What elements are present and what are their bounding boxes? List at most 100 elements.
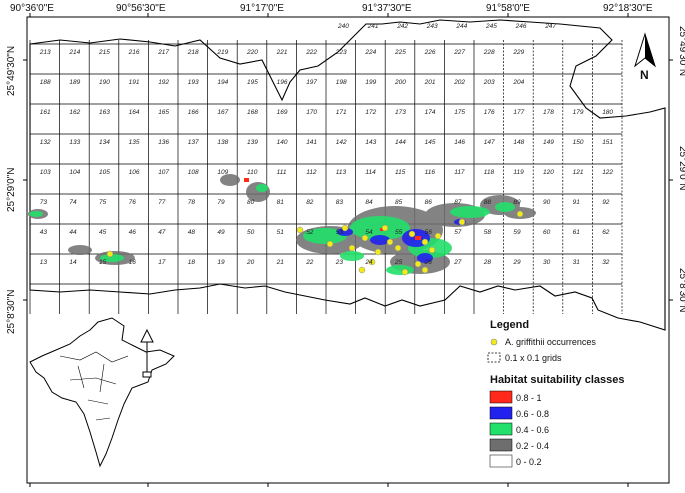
grid-cell-number: 214 — [68, 49, 80, 56]
grid-cell-number: 242 — [396, 23, 408, 30]
occurrence-point — [361, 234, 369, 242]
right-tick-label: 25°29'0"N — [677, 146, 685, 191]
grid-cell-number: 197 — [306, 79, 317, 86]
grid-cell-number: 141 — [306, 139, 317, 146]
grid-cell-number: 178 — [543, 109, 554, 116]
grid-cell-number: 122 — [602, 169, 613, 176]
grid-cell-number: 121 — [573, 169, 584, 176]
grid-cell-number: 189 — [69, 79, 80, 86]
top-tick-label: 92°18'30"E — [603, 3, 653, 14]
grid-cell-number: 79 — [217, 199, 225, 206]
legend: Legend A. griffithii occurrences 0.1 x 0… — [487, 319, 625, 468]
occurrence-point — [386, 238, 394, 246]
grid-cell-number: 244 — [455, 23, 467, 30]
occurrence-point — [421, 238, 429, 246]
right-tick-label: 25°8'30"N — [677, 268, 685, 313]
occurrence-points — [106, 210, 524, 276]
grid-cell-number: 226 — [424, 49, 436, 56]
grid-cell-number: 224 — [364, 49, 376, 56]
occurrence-point — [458, 218, 466, 226]
grid-cell-number: 117 — [454, 169, 465, 176]
legend-grid-label: 0.1 x 0.1 grids — [505, 353, 562, 363]
grid-cell-number: 86 — [425, 199, 433, 206]
suitability-patches — [28, 174, 536, 275]
grid-cell-number: 18 — [188, 259, 196, 266]
grid-cell-number: 47 — [158, 229, 166, 236]
grid-cell-number: 58 — [484, 229, 492, 236]
grid-cell-number: 53 — [336, 229, 344, 236]
grid-cell-number: 190 — [99, 79, 110, 86]
grid-cell-number: 14 — [69, 259, 77, 266]
grid-cell-number: 195 — [247, 79, 258, 86]
grid-cell-number: 179 — [573, 109, 584, 116]
grid-cell-numbers: 213 214 215 216 217 218 219 220 221 222 223 224 225 2… — [39, 23, 614, 266]
grid-cell-number: 77 — [158, 199, 166, 206]
grid-cell-number: 227 — [453, 49, 465, 56]
grid-cell-number: 49 — [217, 229, 225, 236]
grid-cell-number: 109 — [217, 169, 228, 176]
grid-cell-number: 132 — [40, 139, 51, 146]
grid-cell-number: 108 — [188, 169, 199, 176]
occurrence-point — [341, 224, 349, 232]
top-tick-label: 91°58'0"E — [486, 3, 530, 14]
grid-cell-number: 146 — [454, 139, 465, 146]
legend-class-swatch — [489, 390, 513, 404]
grid-cell-number: 73 — [40, 199, 48, 206]
occurrence-point — [374, 248, 382, 256]
grid-cell-number: 80 — [247, 199, 255, 206]
grid-cell-number: 223 — [335, 49, 347, 56]
grid-cell-number: 202 — [453, 79, 465, 86]
grid-cell-number: 26 — [424, 259, 433, 266]
top-tick-label: 91°37'30"E — [362, 3, 412, 14]
grid-cell-number: 25 — [394, 259, 403, 266]
legend-class-label: 0.2 - 0.4 — [516, 441, 549, 451]
grid-cell-number: 134 — [99, 139, 110, 146]
frame-ticks — [23, 13, 673, 487]
grid-cell-number: 164 — [129, 109, 140, 116]
grid-cell-number: 31 — [573, 259, 581, 266]
grid-cell-number: 55 — [395, 229, 403, 236]
top-tick-label: 90°56'30"E — [116, 3, 166, 14]
grid-cell-number: 139 — [247, 139, 258, 146]
occurrence-point — [358, 266, 366, 274]
grid-cell-number: 136 — [158, 139, 169, 146]
grid-cell-number: 19 — [217, 259, 225, 266]
legend-class-label: 0.6 - 0.8 — [516, 409, 549, 419]
grid-cell-number: 133 — [69, 139, 80, 146]
grid-cell-number: 111 — [277, 169, 287, 176]
grid-cell-number: 140 — [277, 139, 288, 146]
grid-cell-number: 172 — [365, 109, 376, 116]
grid-cell-number: 218 — [187, 49, 199, 56]
grid-cell-number: 75 — [99, 199, 107, 206]
grid-cell-number: 166 — [188, 109, 199, 116]
grid-cell-number: 246 — [515, 23, 527, 30]
occurrence-marker-icon — [490, 338, 498, 346]
grid-cell-number: 170 — [306, 109, 317, 116]
grid-cell-number: 247 — [544, 23, 556, 30]
grid-cell-number: 200 — [394, 79, 406, 86]
grid-cell-number: 174 — [425, 109, 436, 116]
grid-cell-number: 167 — [217, 109, 228, 116]
legend-class-label: 0.4 - 0.6 — [516, 425, 549, 435]
grid-cell-number: 30 — [543, 259, 551, 266]
grid-cell-number: 107 — [158, 169, 169, 176]
grid-cell-number: 171 — [336, 109, 347, 116]
grid-cell-number: 165 — [158, 109, 169, 116]
legend-class-swatch — [489, 406, 513, 420]
legend-title: Legend — [490, 319, 529, 331]
north-label: N — [640, 68, 649, 82]
grid-cell-number: 168 — [247, 109, 258, 116]
grid-cell-number: 56 — [425, 229, 433, 236]
grid-cell-number: 213 — [39, 49, 51, 56]
grid-cell-number: 203 — [483, 79, 495, 86]
grid-cell-number: 169 — [277, 109, 288, 116]
top-tick-label: 91°17'0"E — [240, 3, 284, 14]
grid-cell-number: 83 — [336, 199, 344, 206]
grid-cell-number: 110 — [247, 169, 258, 176]
grid-cell-number: 176 — [484, 109, 495, 116]
grid-cell-number: 144 — [395, 139, 406, 146]
grid-cell-number: 15 — [99, 259, 107, 266]
grid-cell-number: 222 — [305, 49, 317, 56]
grid-cell-number: 103 — [40, 169, 51, 176]
